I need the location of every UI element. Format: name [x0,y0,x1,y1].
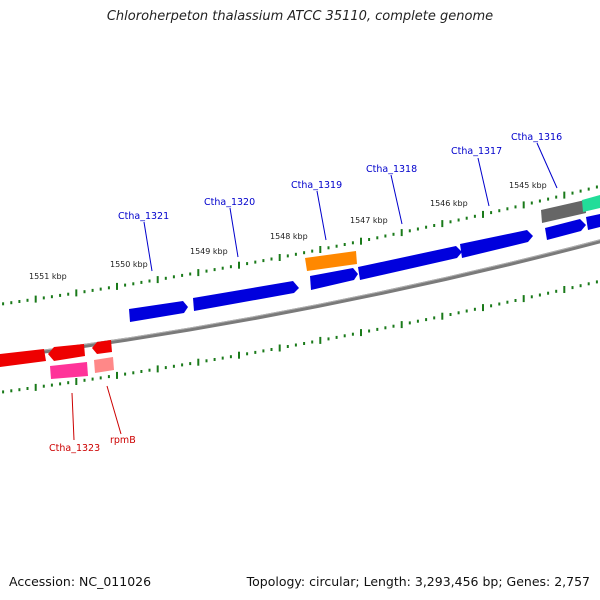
reverse-strand-features [0,340,114,379]
leader-line [229,207,239,258]
gene-arrow [92,340,112,354]
leader-line [390,174,403,225]
ruler-label: 1547 kbp [350,216,388,225]
ruler-label: 1546 kbp [430,199,468,208]
gene-label: Ctha_1319 [291,180,342,191]
gene-label: rpmB [110,435,136,446]
feature-block [541,200,586,223]
gene-arrow [193,281,299,311]
gene-label: Ctha_1323 [49,443,100,454]
gene-label: Ctha_1321 [118,211,169,222]
forward-strand-features [129,195,600,322]
genome-backbone-highlight [0,239,600,357]
genome-backbone [0,239,600,360]
leader-line [71,392,75,441]
feature-block [305,251,357,271]
gene-arrow [586,214,600,230]
gene-arrow [545,219,586,240]
ruler-label: 1549 kbp [190,247,228,256]
gene-arrow [0,349,46,367]
gene-label: Ctha_1318 [366,164,417,175]
gene-arrow [129,301,188,322]
gene-arrow [310,268,358,290]
outer-tick-track [2,185,598,306]
gene-arrow [460,230,533,258]
gene-label: Ctha_1317 [451,146,502,157]
feature-block [50,362,88,379]
leader-line [536,142,558,189]
ruler-label: 1550 kbp [110,260,148,269]
ruler-label: 1548 kbp [270,232,308,241]
leader-line [477,157,490,207]
gene-arrow [48,344,85,361]
gene-arrow [358,246,462,280]
feature-block [582,195,600,212]
gene-label: Ctha_1320 [204,197,255,208]
gene-label: Ctha_1316 [511,132,562,143]
genome-summary-text: Topology: circular; Length: 3,293,456 bp… [246,574,590,589]
leader-line [143,221,153,272]
inner-tick-track [2,280,598,394]
leader-line [316,190,327,241]
accession-text: Accession: NC_011026 [9,574,152,589]
genome-title: Chloroherpeton thalassium ATCC 35110, co… [106,9,494,24]
leader-line [106,385,122,435]
feature-block [94,357,114,373]
label-leaders [71,142,558,441]
ruler-label: 1545 kbp [509,181,547,190]
ruler-label: 1551 kbp [29,272,67,281]
